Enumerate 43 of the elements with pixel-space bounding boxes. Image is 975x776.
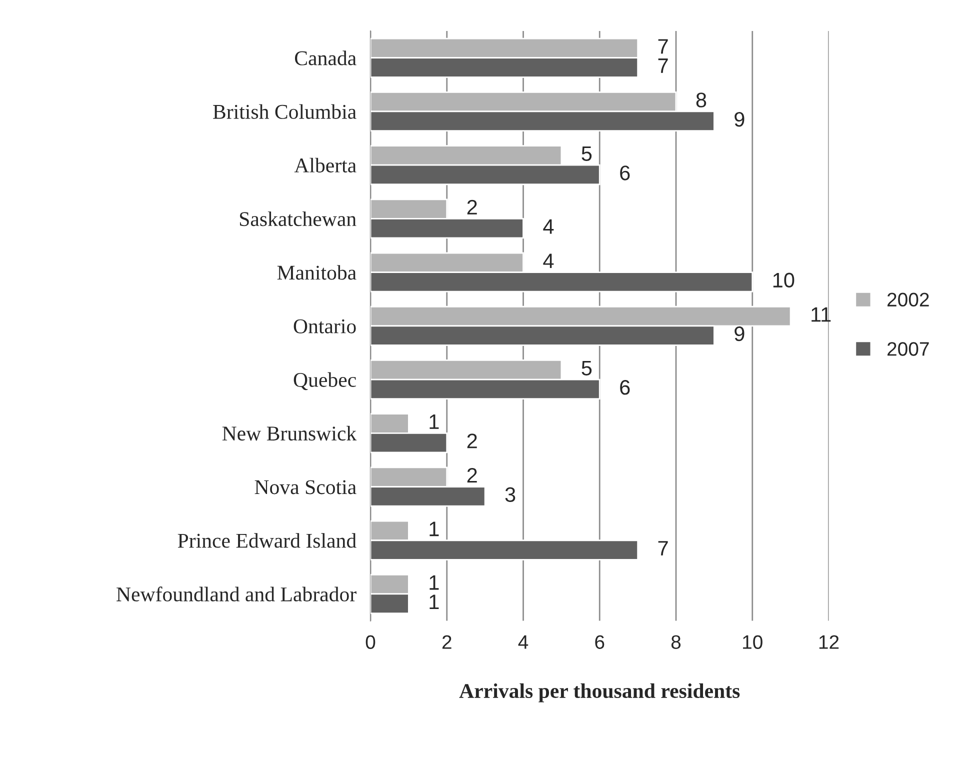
y-tick-label: British Columbia [213,104,356,119]
x-axis-title: Arrivals per thousand residents [459,683,740,702]
data-label: 2 [467,468,477,482]
data-label: 5 [582,146,592,162]
data-label: 7 [658,58,668,73]
y-tick-label: Alberta [294,158,356,173]
legend-label: 2002 [888,292,929,307]
y-tick-label: Ontario [294,319,356,334]
x-tick-label: 10 [743,635,762,649]
data-label: 1 [430,414,439,429]
data-label: 1 [430,594,439,610]
data-label: 2 [467,200,477,214]
y-tick-label: New Brunswick [222,426,357,441]
y-tick-label: Nova Scotia [254,480,356,494]
data-label: 6 [620,380,630,395]
data-label: 5 [582,360,592,376]
y-tick-label: Newfoundland and Labrador [116,586,356,602]
y-tick-label: Canada [294,50,356,66]
data-label: 7 [658,541,668,556]
y-tick-label: Saskatchewan [240,211,356,226]
data-label: 2 [467,434,477,448]
y-tick-label: Prince Edward Island [178,533,356,548]
data-label: 1 [430,575,439,590]
data-label: 4 [543,254,554,268]
x-tick-label: 6 [595,635,604,649]
y-tick-label: Quebec [294,372,356,390]
x-tick-label: 12 [819,635,839,649]
x-tick-label: 2 [442,635,452,649]
x-tick-label: 8 [671,635,681,649]
data-label: 1 [430,522,439,536]
data-label: 3 [505,487,516,502]
data-label: 9 [734,326,744,342]
data-label: 8 [696,92,706,108]
data-label: 6 [620,166,630,180]
data-label: 11 [812,307,831,322]
data-label: 10 [773,272,794,288]
x-tick-label: 0 [366,635,376,649]
data-label: 9 [734,112,744,127]
legend-label: 2007 [888,342,929,356]
y-tick-label: Manitoba [277,265,356,280]
data-label: 4 [543,219,554,234]
data-label: 7 [658,39,668,54]
x-tick-label: 4 [518,635,528,649]
